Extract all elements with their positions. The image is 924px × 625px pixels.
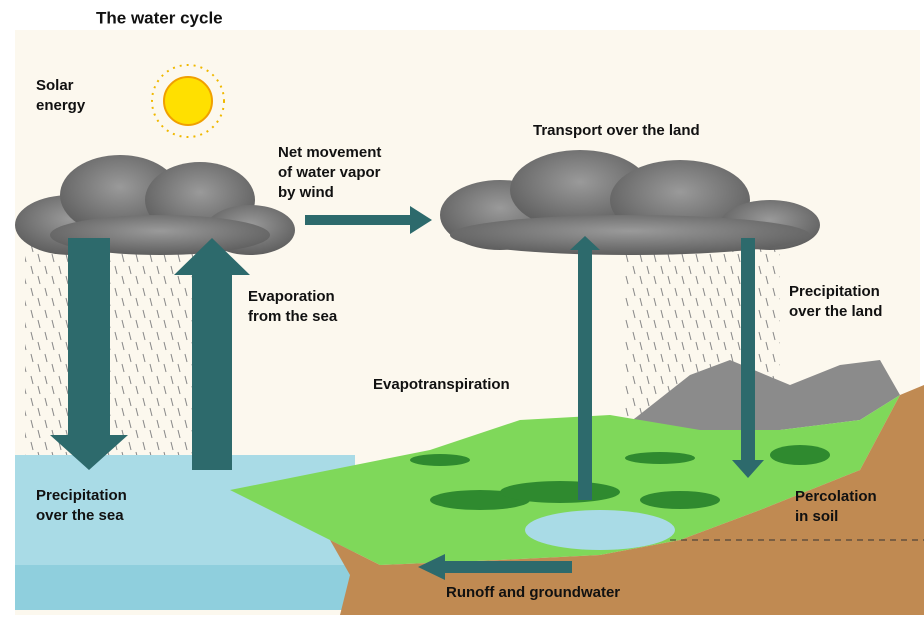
title: The water cycle — [96, 8, 223, 27]
sea-deep — [15, 565, 355, 610]
label: Transport over the land — [533, 122, 700, 139]
label: Evapotranspiration — [373, 376, 510, 393]
label: Precipitation — [789, 283, 880, 300]
label: by wind — [278, 184, 334, 201]
label: of water vapor — [278, 164, 381, 181]
label: from the sea — [248, 308, 338, 325]
label: Percolation — [795, 488, 877, 505]
label: over the sea — [36, 507, 124, 524]
label: Runoff and groundwater — [446, 584, 620, 601]
water-cycle-diagram: The water cycle Solar energy Net movemen… — [0, 0, 924, 625]
label: Precipitation — [36, 487, 127, 504]
label: Evaporation — [248, 288, 335, 305]
label: in soil — [795, 508, 838, 525]
label: over the land — [789, 303, 882, 320]
lake — [525, 510, 675, 550]
label: energy — [36, 97, 86, 114]
label: Net movement — [278, 144, 381, 161]
label: Solar — [36, 77, 74, 94]
